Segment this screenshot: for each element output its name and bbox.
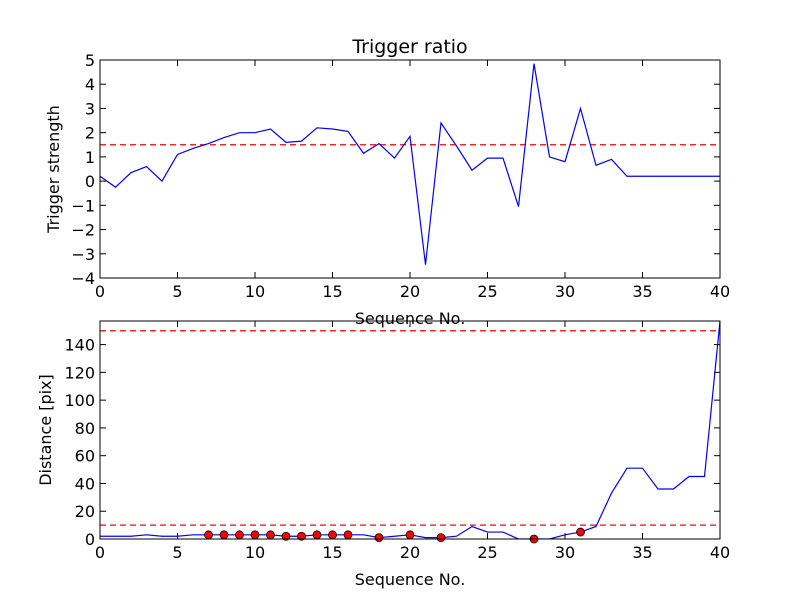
- x-tick-label: 10: [245, 282, 265, 301]
- data-point-marker: [313, 531, 321, 539]
- y-axis-label: Trigger strength: [44, 105, 63, 234]
- y-tick-label: 40: [75, 474, 95, 493]
- x-tick-label: 20: [400, 282, 420, 301]
- x-tick-label: 0: [95, 543, 105, 562]
- y-tick-label: −4: [71, 269, 95, 288]
- x-tick-label: 5: [172, 543, 182, 562]
- x-tick-label: 0: [95, 282, 105, 301]
- y-tick-label: 120: [64, 363, 95, 382]
- x-tick-label: 25: [477, 543, 497, 562]
- y-tick-label: 100: [64, 391, 95, 410]
- data-point-marker: [205, 531, 213, 539]
- y-tick-label: −1: [71, 196, 95, 215]
- y-tick-label: −3: [71, 245, 95, 264]
- data-point-marker: [329, 531, 337, 539]
- x-tick-label: 20: [400, 543, 420, 562]
- y-tick-label: 0: [85, 172, 95, 191]
- data-point-marker: [344, 531, 352, 539]
- x-tick-label: 15: [322, 543, 342, 562]
- x-tick-label: 35: [632, 543, 652, 562]
- x-axis-label: Sequence No.: [355, 570, 466, 589]
- data-point-marker: [220, 531, 228, 539]
- x-tick-label: 35: [632, 282, 652, 301]
- data-point-marker: [406, 531, 414, 539]
- data-point-marker: [236, 531, 244, 539]
- y-tick-label: 4: [85, 75, 95, 94]
- y-tick-label: 20: [75, 502, 95, 521]
- y-axis-label: Distance [pix]: [36, 374, 55, 486]
- x-tick-label: 25: [477, 282, 497, 301]
- y-tick-label: 1: [85, 148, 95, 167]
- x-tick-label: 30: [555, 282, 575, 301]
- y-tick-label: 140: [64, 336, 95, 355]
- data-point-marker: [375, 534, 383, 542]
- y-tick-label: 5: [85, 51, 95, 70]
- x-tick-label: 40: [710, 282, 730, 301]
- x-tick-label: 40: [710, 543, 730, 562]
- x-tick-label: 10: [245, 543, 265, 562]
- y-tick-label: −2: [71, 221, 95, 240]
- x-tick-label: 5: [172, 282, 182, 301]
- data-point-marker: [251, 531, 259, 539]
- x-tick-label: 30: [555, 543, 575, 562]
- x-tick-label: 15: [322, 282, 342, 301]
- data-point-marker: [267, 531, 275, 539]
- y-tick-label: 3: [85, 99, 95, 118]
- y-tick-label: 60: [75, 447, 95, 466]
- data-point-marker: [437, 534, 445, 542]
- data-point-marker: [577, 528, 585, 536]
- y-tick-label: 80: [75, 419, 95, 438]
- y-tick-label: 2: [85, 124, 95, 143]
- y-tick-label: 0: [85, 530, 95, 549]
- chart-title: Trigger ratio: [351, 36, 467, 58]
